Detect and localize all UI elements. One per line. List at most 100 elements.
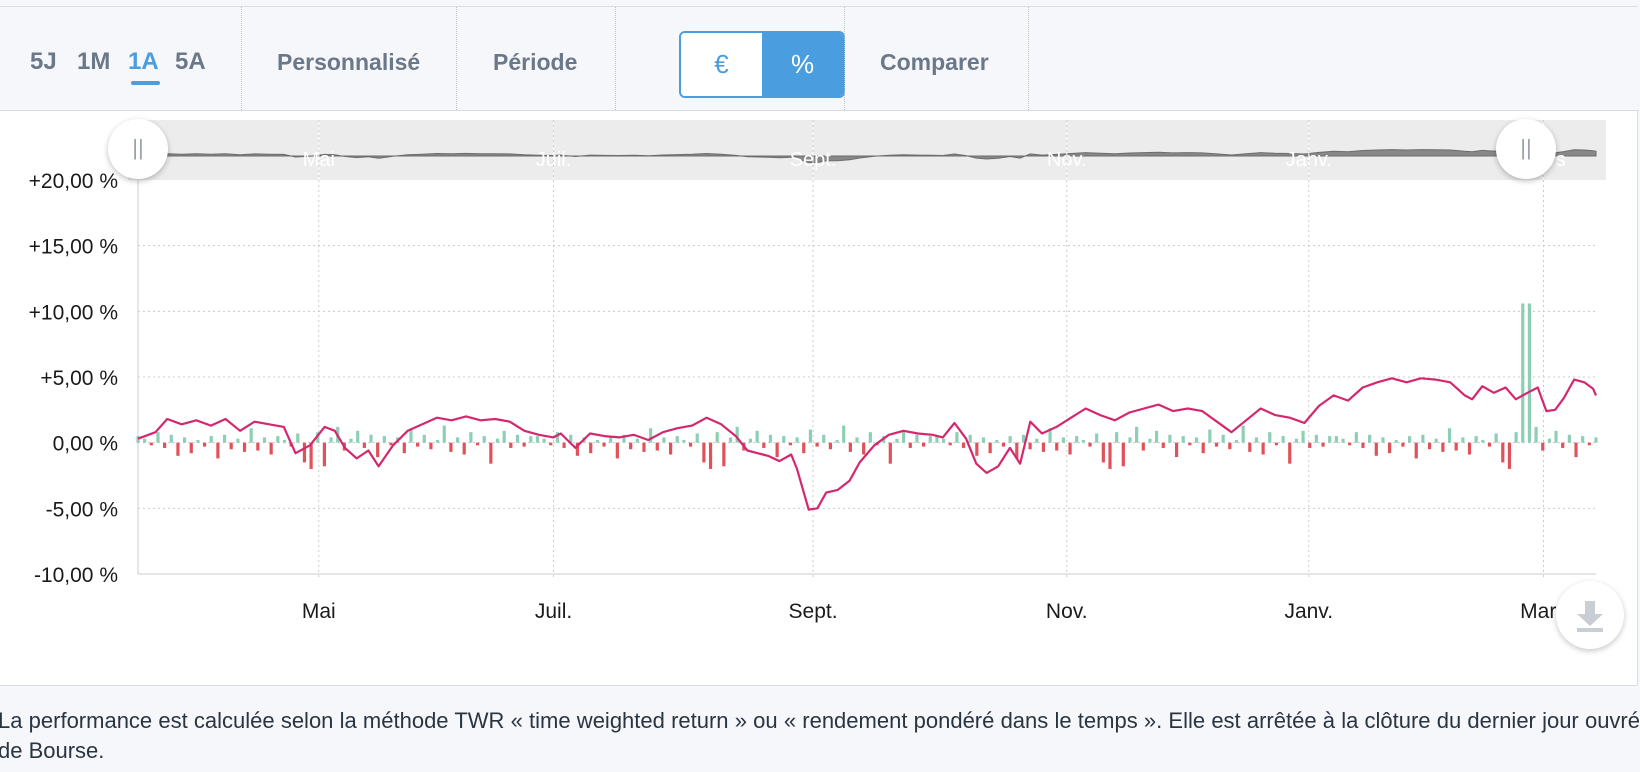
daily-return-bar xyxy=(1101,442,1105,463)
toolbar-divider xyxy=(241,7,242,110)
period-button[interactable]: Période xyxy=(493,49,578,75)
daily-return-bar xyxy=(788,442,793,446)
daily-return-bar xyxy=(422,434,426,443)
daily-return-bar xyxy=(1334,436,1338,443)
daily-return-bar xyxy=(349,438,353,443)
daily-return-bar xyxy=(236,438,240,443)
daily-return-bar xyxy=(356,430,360,443)
daily-return-bar xyxy=(1088,442,1092,447)
range-5j-button[interactable]: 5J xyxy=(30,48,57,75)
daily-return-bar xyxy=(1341,438,1345,443)
daily-return-bar xyxy=(1148,438,1152,443)
daily-return-bar xyxy=(262,437,267,443)
daily-return-bar xyxy=(715,432,719,443)
daily-return-bar xyxy=(928,436,932,443)
daily-return-bar xyxy=(1554,430,1558,443)
daily-return-bar xyxy=(535,436,540,443)
daily-return-bar xyxy=(802,442,806,454)
daily-return-bar xyxy=(855,437,859,443)
daily-return-bar xyxy=(675,436,679,443)
daily-return-bar xyxy=(795,437,799,443)
daily-return-bar xyxy=(149,442,153,446)
daily-return-bar xyxy=(1501,442,1505,463)
daily-return-bar xyxy=(1248,442,1252,452)
euro-unit-option[interactable]: € xyxy=(681,33,762,96)
daily-return-bar xyxy=(322,442,327,467)
daily-return-bar xyxy=(622,434,626,443)
x-tick-label: Juil. xyxy=(535,600,572,623)
y-tick-label: +15,00 % xyxy=(29,236,118,259)
daily-return-bar xyxy=(775,442,779,458)
daily-return-bar xyxy=(502,430,506,443)
daily-return-bar xyxy=(1121,442,1125,467)
daily-return-bar xyxy=(475,442,480,446)
toolbar-divider xyxy=(456,7,457,110)
daily-return-bar xyxy=(1268,432,1272,443)
daily-return-bar xyxy=(435,440,440,443)
daily-return-bar xyxy=(1454,442,1458,451)
daily-return-bar xyxy=(1447,428,1452,443)
y-tick-label: +10,00 % xyxy=(29,301,118,324)
daily-return-bar xyxy=(249,428,253,443)
daily-return-bar xyxy=(728,437,733,443)
daily-return-bar xyxy=(1441,442,1445,452)
range-1a-button[interactable]: 1A xyxy=(128,48,159,75)
daily-return-bar xyxy=(935,436,939,443)
daily-return-bar xyxy=(961,442,966,448)
x-tick-label: Mars xyxy=(1520,600,1567,623)
daily-return-bar xyxy=(629,442,633,450)
daily-return-bar xyxy=(1008,436,1012,443)
daily-return-bar xyxy=(1314,434,1318,443)
daily-return-bar xyxy=(1561,442,1565,448)
daily-return-bar xyxy=(376,442,380,458)
daily-return-bar xyxy=(302,442,307,463)
daily-return-bar xyxy=(216,442,220,459)
daily-return-bar xyxy=(1541,442,1545,451)
daily-return-bar xyxy=(1075,436,1079,443)
toolbar-divider xyxy=(1028,7,1029,110)
daily-return-bar xyxy=(469,432,473,443)
daily-return-bar xyxy=(595,440,599,443)
daily-return-bar xyxy=(635,438,639,443)
daily-return-bar xyxy=(495,438,500,443)
navigator-handle-left[interactable]: || xyxy=(108,119,168,179)
daily-return-bar xyxy=(276,436,280,443)
range-selector: 5J 1M 1A 5A xyxy=(0,7,240,110)
range-5a-button[interactable]: 5A xyxy=(175,48,206,75)
daily-return-bar xyxy=(269,442,273,455)
chart-toolbar: 5J 1M 1A 5A Personnalisé Période € % Com… xyxy=(0,7,1639,111)
daily-return-bar xyxy=(915,434,919,443)
percent-unit-option[interactable]: % xyxy=(762,33,843,96)
daily-return-bar xyxy=(143,438,147,443)
daily-return-bar xyxy=(256,442,260,451)
daily-return-bar xyxy=(189,442,193,454)
methodology-footnote: La performance est calculée selon la mét… xyxy=(0,708,1640,763)
daily-return-bar xyxy=(1321,442,1325,447)
daily-return-bar xyxy=(1394,440,1398,443)
navigator-handle-right[interactable]: || xyxy=(1496,119,1556,179)
daily-return-bar xyxy=(808,429,813,443)
download-button[interactable] xyxy=(1556,581,1624,649)
compare-button[interactable]: Comparer xyxy=(880,49,989,75)
x-tick-label: Nov. xyxy=(1046,600,1088,623)
daily-return-bar xyxy=(828,442,832,450)
grip-icon: || xyxy=(1520,135,1532,160)
daily-return-bar xyxy=(1368,434,1372,443)
daily-return-bar xyxy=(489,442,493,464)
range-1m-button[interactable]: 1M xyxy=(77,48,111,75)
daily-return-bar xyxy=(156,432,160,443)
custom-range-button[interactable]: Personnalisé xyxy=(277,49,421,75)
daily-return-bar xyxy=(455,437,460,443)
daily-return-bar xyxy=(1374,442,1378,456)
daily-return-bar xyxy=(1301,430,1305,443)
daily-return-bar xyxy=(522,442,526,447)
daily-return-bar xyxy=(908,442,912,448)
daily-return-bar xyxy=(822,434,826,443)
daily-return-bar xyxy=(1507,442,1512,469)
daily-return-bar xyxy=(382,436,386,443)
daily-return-bar xyxy=(995,440,999,443)
y-axis: +20,00 % +15,00 % +10,00 % +5,00 % 0,00 % -5,… xyxy=(29,170,118,587)
daily-return-bar xyxy=(296,433,300,443)
daily-return-bar xyxy=(429,442,433,450)
